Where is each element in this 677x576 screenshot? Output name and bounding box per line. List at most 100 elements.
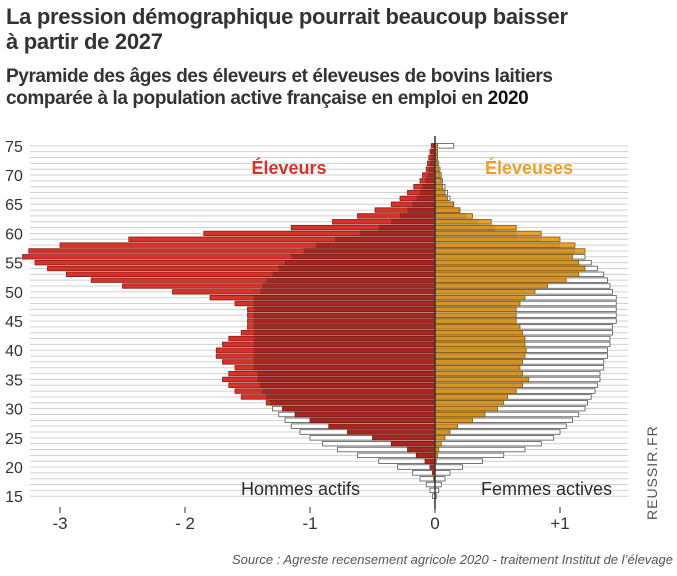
eleveurs-overlap-age-45 <box>253 318 435 324</box>
eleveurs-overlap-age-66 <box>416 196 435 201</box>
hommes-actifs-bar-age-19 <box>412 470 436 476</box>
eleveuses-overlap-age-52 <box>435 277 567 283</box>
eleveurs-overlap-age-44 <box>253 324 435 330</box>
eleveuses-overlap-age-24 <box>435 441 442 446</box>
eleveurs-overlap-age-32 <box>266 394 435 400</box>
eleveurs-overlap-age-36 <box>257 371 435 376</box>
subtitle-line-2: comparée à la population active français… <box>6 88 671 110</box>
eleveurs-overlap-age-35 <box>257 377 435 382</box>
eleveurs-overlap-age-25 <box>372 435 435 441</box>
eleveuses-overlap-age-37 <box>435 365 520 371</box>
eleveurs-overlap-age-30 <box>282 406 435 411</box>
eleveuses-overlap-age-38 <box>435 359 523 365</box>
y-tick-25: 25 <box>5 431 23 448</box>
eleveurs-overlap-age-67 <box>420 190 435 195</box>
eleveuses-overlap-age-66 <box>435 196 448 201</box>
eleveuses-overlap-age-73 <box>435 155 438 160</box>
eleveuses-overlap-age-60 <box>435 231 517 236</box>
eleveurs-overlap-age-23 <box>407 447 435 452</box>
eleveuses-overlap-age-48 <box>435 301 520 306</box>
femmes-actives-bar-age-23 <box>434 446 526 453</box>
eleveuses-overlap-age-69 <box>435 178 442 184</box>
eleveuses-overlap-age-41 <box>435 342 525 347</box>
eleveurs-overlap-age-22 <box>416 453 435 458</box>
eleveuses-overlap-age-34 <box>435 383 523 388</box>
eleveurs-overlap-age-28 <box>310 418 435 423</box>
eleveurs-layer <box>22 143 586 482</box>
eleveuses-overlap-age-47 <box>435 307 517 312</box>
eleveurs-overlap-age-72 <box>430 161 435 166</box>
eleveurs-overlap-age-42 <box>253 336 435 341</box>
eleveurs-overlap-age-71 <box>428 166 435 172</box>
eleveurs-overlap-age-51 <box>262 283 435 289</box>
eleveuses-overlap-age-58 <box>435 242 560 248</box>
eleveurs-overlap-age-47 <box>253 307 435 312</box>
x-tick-label--2: - 2 <box>175 514 195 533</box>
eleveurs-overlap-age-20 <box>430 464 435 470</box>
pyramid-chart: 15 20 25 30 35 40 45 50 55 60 65 70 75 -3 - 2 -1 0 +1 Élev… <box>5 136 628 533</box>
femmes-actives-label: Femmes actives <box>481 479 612 499</box>
eleveuses-label: Éleveuses <box>485 157 573 178</box>
eleveurs-overlap-age-27 <box>328 423 435 429</box>
axis-layer <box>59 136 561 513</box>
x-tick-label--1: -1 <box>302 514 317 533</box>
eleveurs-overlap-age-37 <box>253 365 435 371</box>
eleveuses-overlap-age-28 <box>435 418 473 423</box>
eleveurs-overlap-age-74 <box>431 149 435 154</box>
eleveuses-overlap-age-42 <box>435 336 525 341</box>
eleveuses-overlap-age-31 <box>435 400 504 406</box>
subtitle-year: 2020 <box>487 88 529 109</box>
y-tick-55: 55 <box>5 256 23 273</box>
y-tick-20: 20 <box>5 460 23 477</box>
eleveurs-overlap-age-54 <box>278 266 435 271</box>
y-tick-40: 40 <box>5 343 23 360</box>
y-tick-70: 70 <box>5 168 23 185</box>
subtitle-line-1: Pyramide des âges des éleveurs et éleveu… <box>6 66 553 87</box>
title-line-1: La pression démographique pourrait beauc… <box>6 4 568 29</box>
eleveurs-overlap-age-21 <box>425 458 435 464</box>
y-tick-30: 30 <box>5 402 23 419</box>
eleveurs-overlap-age-53 <box>272 272 435 277</box>
eleveurs-overlap-age-43 <box>253 330 435 335</box>
eleveurs-overlap-age-24 <box>391 441 435 446</box>
eleveurs-overlap-age-70 <box>427 172 435 178</box>
eleveuses-overlap-age-35 <box>435 377 529 382</box>
eleveuses-overlap-age-67 <box>435 190 445 195</box>
femmes-actives-bar-age-26 <box>434 429 561 435</box>
eleveuses-overlap-age-29 <box>435 412 485 417</box>
eleveuses-overlap-age-40 <box>435 347 527 353</box>
eleveuses-overlap-age-70 <box>435 172 440 178</box>
eleveuses-overlap-age-23 <box>435 447 439 452</box>
source-note: Source : Agreste recensement agricole 20… <box>231 552 673 567</box>
eleveuses-overlap-age-62 <box>435 219 479 225</box>
eleveuses-overlap-age-65 <box>435 201 454 207</box>
chart-subtitle: Pyramide des âges des éleveurs et éleveu… <box>6 66 671 110</box>
femmes-actives-bar-age-25 <box>434 435 555 441</box>
eleveuses-overlap-age-71 <box>435 166 439 172</box>
eleveuses-overlap-age-36 <box>435 371 523 376</box>
eleveurs-overlap-age-19 <box>432 470 435 476</box>
x-tick-label-1: +1 <box>550 514 569 533</box>
eleveurs-overlap-age-57 <box>303 248 435 254</box>
eleveurs-overlap-age-65 <box>412 201 435 207</box>
eleveuses-overlap-age-25 <box>435 435 445 441</box>
eleveuses-overlap-age-55 <box>435 260 579 265</box>
eleveuses-overlap-age-45 <box>435 318 517 324</box>
eleveurs-overlap-age-46 <box>253 312 435 318</box>
hommes-actifs-bar-age-18 <box>419 476 436 482</box>
eleveuses-overlap-age-44 <box>435 324 520 330</box>
hommes-actifs-bar-age-20 <box>397 464 436 470</box>
eleveuses-overlap-age-50 <box>435 289 535 295</box>
eleveurs-overlap-age-61 <box>378 225 435 230</box>
eleveuses-overlap-age-59 <box>435 237 542 242</box>
y-tick-75: 75 <box>5 139 23 156</box>
x-tick-label--3: -3 <box>52 514 67 533</box>
eleveurs-overlap-age-64 <box>407 207 435 213</box>
eleveuses-overlap-age-27 <box>435 423 458 429</box>
eleveuses-overlap-age-26 <box>435 429 450 435</box>
eleveurs-overlap-age-38 <box>253 359 435 365</box>
eleveuses-overlap-age-53 <box>435 272 579 277</box>
eleveurs-overlap-age-63 <box>400 213 435 219</box>
eleveurs-overlap-age-31 <box>270 400 435 406</box>
eleveuses-overlap-age-72 <box>435 161 438 166</box>
